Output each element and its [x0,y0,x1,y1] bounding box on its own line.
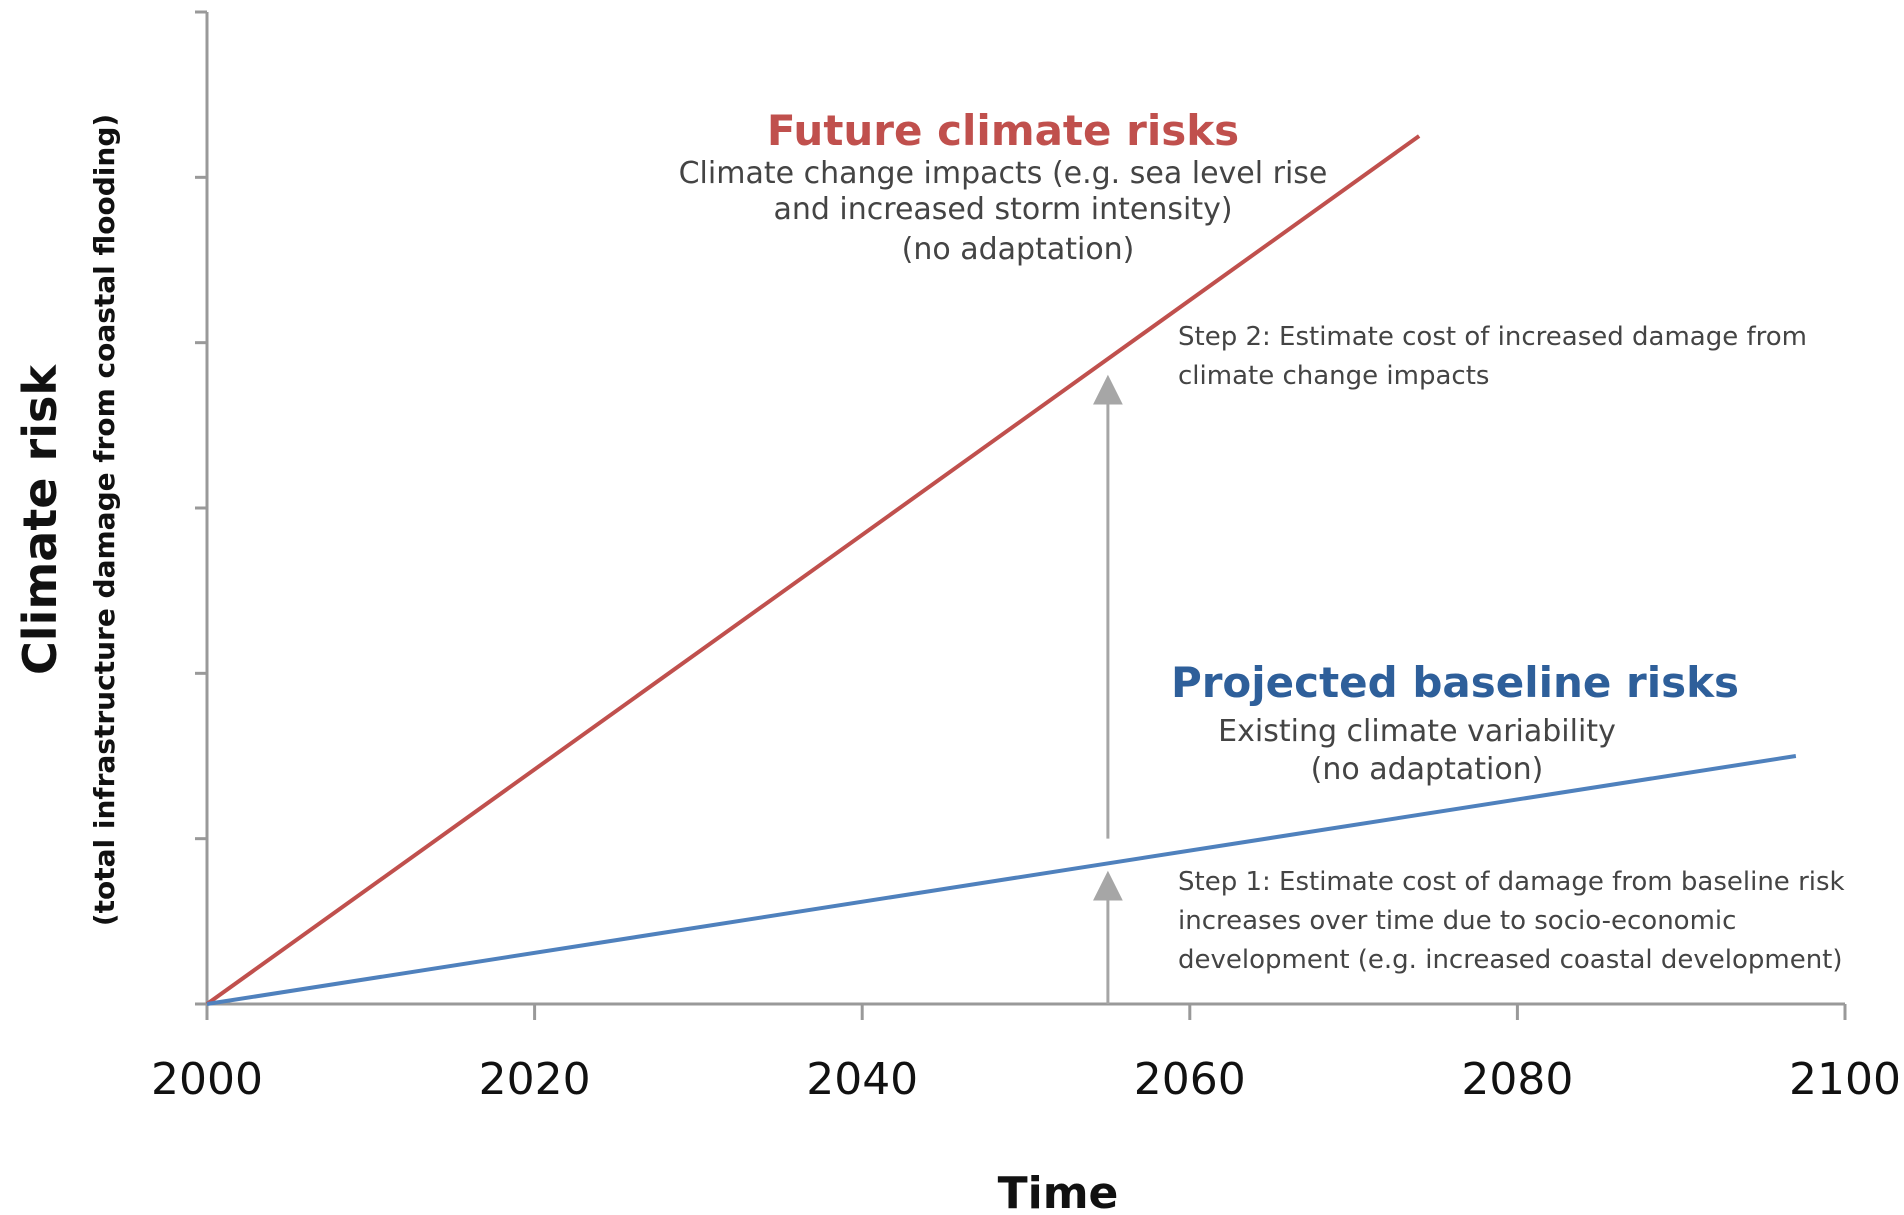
step2-line: climate change impacts [1178,361,1489,391]
step1-line: Step 1: Estimate cost of damage from bas… [1178,867,1845,897]
x-tick-label: 2060 [1134,1054,1246,1105]
future-risk-title: Future climate risks [767,106,1239,155]
x-tick-label: 2000 [151,1054,263,1105]
future-risk-line [205,134,1421,1006]
x-tick-label: 2100 [1789,1054,1901,1105]
y-axis-title: Climate risk [13,364,67,675]
future-risk-note-line: Climate change impacts (e.g. sea level r… [679,156,1328,191]
baseline-risk-note-line: (no adaptation) [1311,752,1544,787]
step2-annotation: Step 2: Estimate cost of increased damag… [1178,322,1807,391]
x-ticks: 2000 2020 2040 2060 2080 2100 [151,1004,1901,1105]
future-risk-note-line: (no adaptation) [902,232,1135,267]
future-risk-note-line: and increased storm intensity) [773,192,1232,227]
series-lines [205,134,1797,1006]
step2-line: Step 2: Estimate cost of increased damag… [1178,322,1807,352]
x-tick-label: 2040 [806,1054,918,1105]
baseline-risk-title: Projected baseline risks [1171,658,1739,707]
baseline-risk-note-line: Existing climate variability [1218,714,1616,749]
step1-line: increases over time due to socio-economi… [1178,906,1736,936]
baseline-risk-label: Projected baseline risks Existing climat… [1171,658,1739,787]
x-tick-label: 2080 [1461,1054,1573,1105]
x-tick-label: 2020 [479,1054,591,1105]
step1-annotation: Step 1: Estimate cost of damage from bas… [1178,867,1845,975]
future-risk-label: Future climate risks Climate change impa… [679,106,1328,267]
x-axis-title: Time [998,1168,1119,1215]
baseline-risk-line [206,754,1797,1006]
y-axis-subtitle: (total infrastructure damage from coasta… [88,114,121,926]
step1-line: development (e.g. increased coastal deve… [1178,945,1843,975]
y-axis-title-group: Climate risk (total infrastructure damag… [13,114,121,926]
y-ticks [195,10,207,1006]
